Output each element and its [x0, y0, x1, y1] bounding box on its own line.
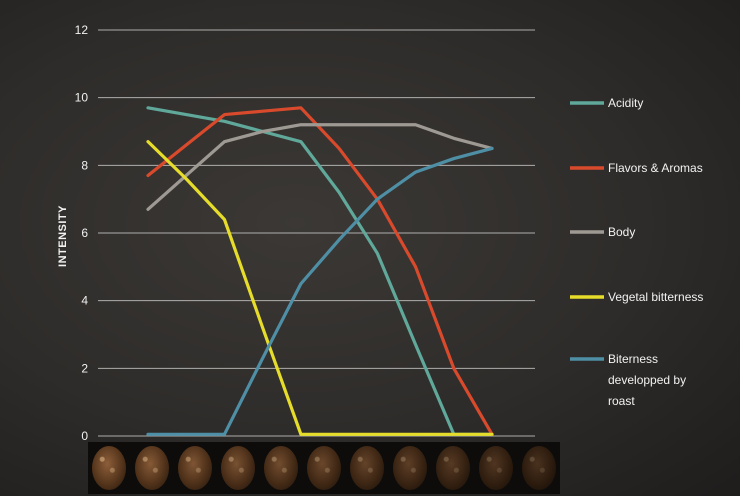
- y-tick-labels: 0 2 4 6 8 10 12: [75, 23, 89, 443]
- legend-label: Flavors & Aromas: [608, 161, 703, 175]
- coffee-bean-icon: [521, 446, 556, 490]
- coffee-bean-icon: [392, 446, 427, 490]
- coffee-bean-icon: [349, 446, 384, 490]
- legend-label: Biterness: [608, 352, 658, 366]
- series-lines: [146, 106, 494, 436]
- y-axis-label: INTENSITY: [57, 205, 69, 267]
- coffee-bean-icon: [478, 446, 513, 490]
- series-line-1: [146, 106, 494, 436]
- y-tick-label: 8: [81, 158, 88, 172]
- coffee-bean-icon: [221, 446, 256, 490]
- series-line-4: [146, 140, 494, 436]
- coffee-bean-icon: [264, 446, 299, 490]
- coffee-bean-strip: [88, 442, 560, 494]
- legend-label: roast: [608, 394, 635, 408]
- legend-label: Body: [608, 225, 635, 239]
- series-line-3: [146, 123, 494, 211]
- coffee-bean-icon: [435, 446, 470, 490]
- y-tick-label: 10: [75, 91, 89, 105]
- coffee-bean-icon: [135, 446, 170, 490]
- legend-label: Acidity: [608, 96, 643, 110]
- legend-label: Vegetal bitterness: [608, 290, 703, 304]
- grid-lines: [98, 29, 535, 437]
- legend: Acidity Flavors & Aromas Body Vegetal bitte…: [570, 96, 703, 408]
- coffee-bean-icon: [306, 446, 341, 490]
- coffee-bean-icon: [178, 446, 213, 490]
- legend-label: developped by: [608, 373, 686, 387]
- y-tick-label: 2: [81, 361, 88, 375]
- y-tick-label: 0: [81, 429, 88, 443]
- y-tick-label: 4: [81, 294, 88, 308]
- y-tick-label: 6: [81, 226, 88, 240]
- coffee-bean-icon: [92, 446, 127, 490]
- y-tick-label: 12: [75, 23, 89, 37]
- series-line-5: [146, 146, 494, 436]
- series-line-2: [146, 106, 494, 436]
